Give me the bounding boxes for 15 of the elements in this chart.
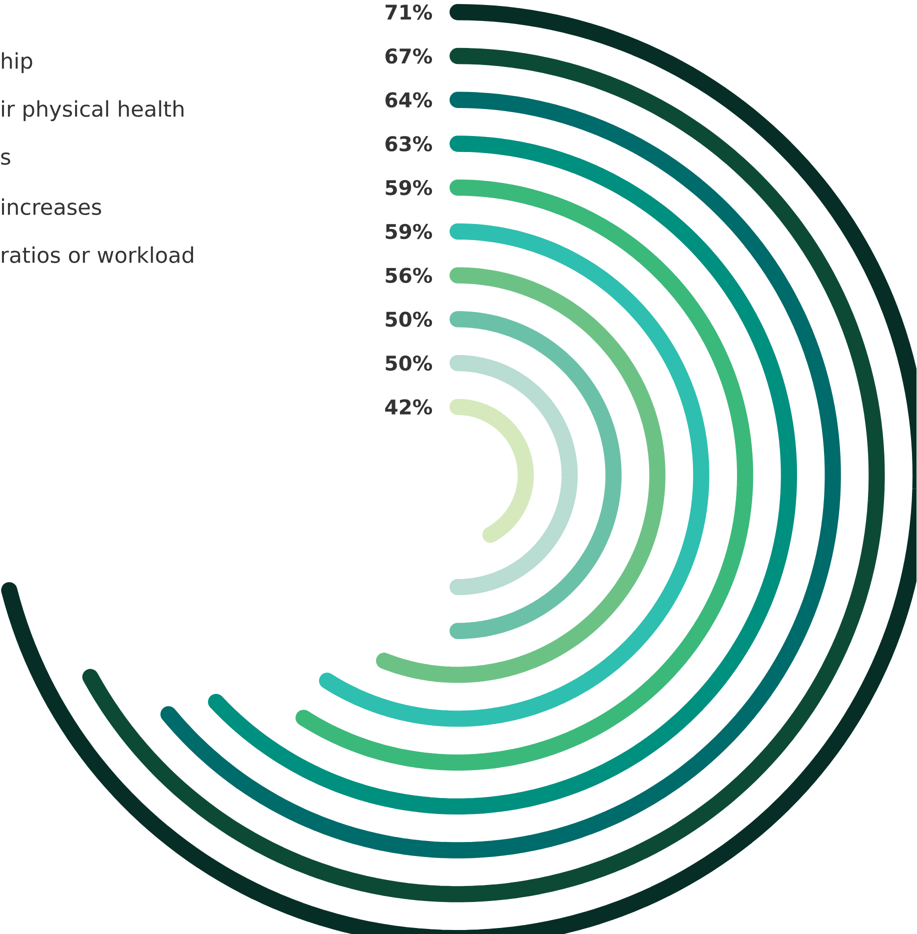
data-label: 67% — [386, 48, 432, 64]
data-label: 50% — [386, 355, 432, 371]
text: ir physical health — [2, 100, 184, 122]
data-label: 71% — [386, 4, 432, 20]
data-label: 50% — [386, 312, 432, 327]
data-label: 63% — [386, 136, 432, 152]
text: hip — [2, 52, 32, 74]
data-label: 64% — [386, 92, 432, 108]
text: s — [1, 152, 10, 165]
data-label: 42% — [385, 399, 432, 415]
data-label: 56% — [386, 268, 432, 284]
data-label: 59% — [386, 180, 432, 196]
data-label: 59% — [386, 224, 432, 240]
text: increases — [2, 198, 102, 216]
text: ratios or workload — [2, 246, 194, 264]
